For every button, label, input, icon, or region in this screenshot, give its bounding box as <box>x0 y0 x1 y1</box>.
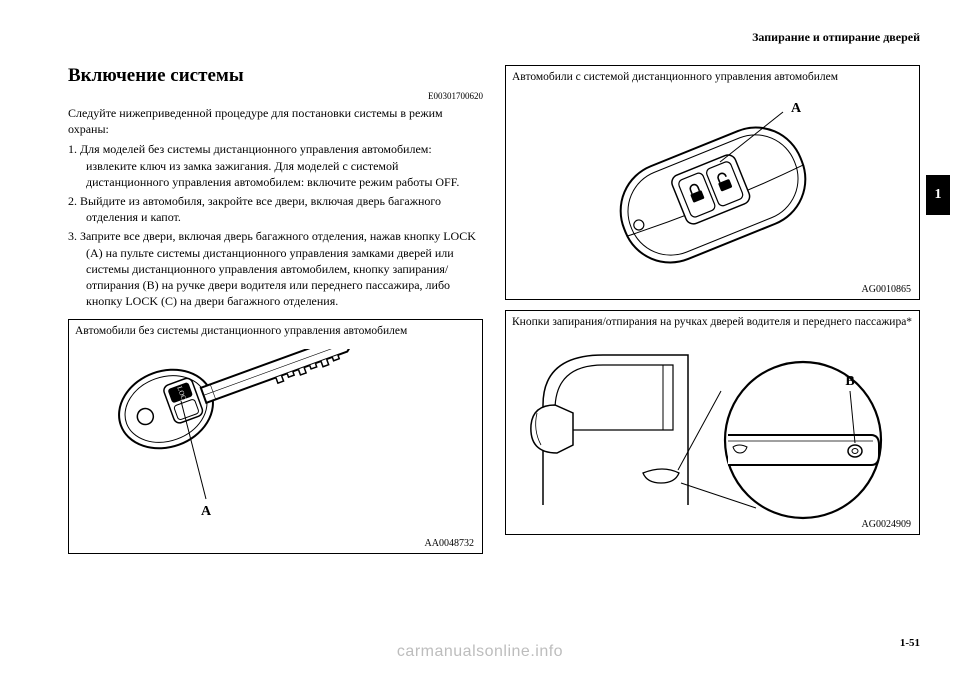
label-a: A <box>200 504 211 519</box>
figure-door-caption: Кнопки запирания/отпирания на ручках две… <box>512 315 913 330</box>
figure-key-caption: Автомобили без системы дистанционного уп… <box>75 324 476 339</box>
figure-remote-id: AG0010865 <box>862 284 911 295</box>
remote-illustration: A <box>523 90 903 290</box>
step-1: 1. Для моделей без системы дистанционног… <box>86 141 483 190</box>
lead-text: Следуйте нижеприведенной процедуре для п… <box>68 105 483 137</box>
document-id: E00301700620 <box>68 91 483 101</box>
chapter-tab: 1 <box>926 175 950 215</box>
figure-door-body: B <box>512 332 913 528</box>
figure-remote-body: A <box>512 87 913 293</box>
door-illustration: B <box>523 335 903 525</box>
left-column: Включение системы E00301700620 Следуйте … <box>68 65 489 554</box>
figure-key-id: AA0048732 <box>425 538 474 549</box>
figure-remote: Автомобили с системой дистанционного упр… <box>505 65 920 300</box>
page-number: 1-51 <box>900 637 920 649</box>
procedure-list: 1. Для моделей без системы дистанционног… <box>68 141 483 309</box>
right-column: Автомобили с системой дистанционного упр… <box>505 65 920 554</box>
figure-remote-caption: Автомобили с системой дистанционного упр… <box>512 70 913 85</box>
figure-key: Автомобили без системы дистанционного уп… <box>68 319 483 554</box>
content-columns: Включение системы E00301700620 Следуйте … <box>68 65 920 554</box>
figure-door: Кнопки запирания/отпирания на ручках две… <box>505 310 920 535</box>
figure-door-id: AG0024909 <box>862 519 911 530</box>
step-2: 2. Выйдите из автомобиля, закройте все д… <box>86 193 483 225</box>
label-b: B <box>845 374 854 389</box>
watermark: carmanualsonline.info <box>397 643 563 661</box>
figure-key-body: LOCK A <box>75 341 476 547</box>
key-illustration: LOCK A <box>86 349 466 539</box>
step-3: 3. Заприте все двери, включая дверь бага… <box>86 228 483 309</box>
label-a-remote: A <box>791 101 802 116</box>
manual-page: Запирание и отпирание дверей 1 Включение… <box>0 0 960 679</box>
section-header: Запирание и отпирание дверей <box>752 30 920 45</box>
section-heading: Включение системы <box>68 65 483 87</box>
